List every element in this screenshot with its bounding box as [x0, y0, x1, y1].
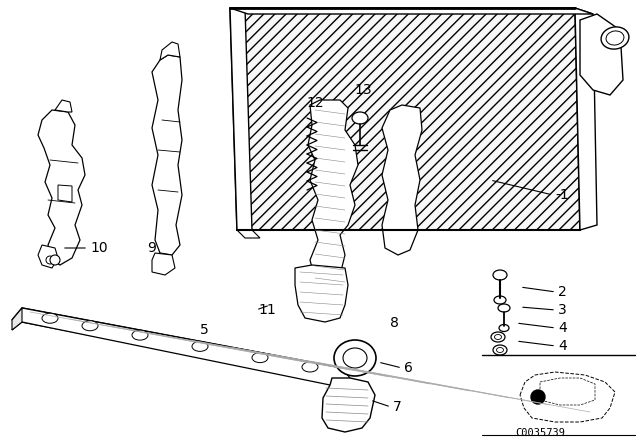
- Ellipse shape: [497, 348, 504, 353]
- Polygon shape: [55, 100, 72, 112]
- Ellipse shape: [50, 255, 60, 265]
- Polygon shape: [322, 378, 375, 432]
- Ellipse shape: [352, 112, 368, 124]
- Text: 5: 5: [200, 323, 209, 337]
- Ellipse shape: [46, 256, 54, 264]
- Ellipse shape: [42, 313, 58, 323]
- Polygon shape: [38, 110, 85, 265]
- Polygon shape: [580, 14, 623, 95]
- Ellipse shape: [601, 27, 629, 49]
- Ellipse shape: [334, 340, 376, 376]
- Ellipse shape: [493, 345, 507, 355]
- Polygon shape: [482, 355, 635, 440]
- Polygon shape: [237, 230, 260, 238]
- Text: 12: 12: [306, 96, 324, 110]
- Text: 6: 6: [404, 361, 413, 375]
- Polygon shape: [152, 55, 182, 255]
- Text: -1: -1: [555, 188, 569, 202]
- Ellipse shape: [495, 335, 502, 340]
- Polygon shape: [382, 105, 422, 255]
- Polygon shape: [230, 8, 252, 230]
- Text: 8: 8: [390, 316, 399, 330]
- Polygon shape: [230, 8, 593, 14]
- Polygon shape: [575, 8, 597, 230]
- Polygon shape: [58, 185, 72, 202]
- Polygon shape: [160, 42, 180, 60]
- Ellipse shape: [493, 270, 507, 280]
- Polygon shape: [12, 308, 22, 330]
- Ellipse shape: [82, 321, 98, 331]
- Polygon shape: [520, 372, 615, 422]
- Ellipse shape: [606, 31, 624, 45]
- Ellipse shape: [302, 362, 318, 372]
- Ellipse shape: [252, 353, 268, 362]
- Polygon shape: [152, 253, 175, 275]
- Ellipse shape: [494, 296, 506, 304]
- Ellipse shape: [343, 348, 367, 368]
- Ellipse shape: [192, 341, 208, 351]
- Polygon shape: [308, 100, 358, 285]
- Text: 11: 11: [258, 303, 276, 317]
- Polygon shape: [12, 308, 350, 385]
- Text: 4: 4: [558, 339, 567, 353]
- Polygon shape: [540, 378, 595, 405]
- Ellipse shape: [132, 330, 148, 340]
- Ellipse shape: [498, 304, 510, 312]
- Text: 3: 3: [558, 303, 567, 317]
- Ellipse shape: [499, 324, 509, 332]
- Text: 10: 10: [90, 241, 108, 255]
- Text: 2: 2: [558, 285, 567, 299]
- Text: 7: 7: [393, 400, 402, 414]
- Ellipse shape: [491, 332, 505, 342]
- Ellipse shape: [531, 390, 545, 404]
- Polygon shape: [12, 308, 342, 382]
- Text: 13: 13: [354, 83, 372, 97]
- Text: 9: 9: [147, 241, 156, 255]
- Text: C0035739: C0035739: [515, 428, 565, 438]
- Polygon shape: [230, 8, 580, 230]
- Polygon shape: [38, 245, 58, 268]
- Polygon shape: [295, 265, 348, 322]
- Text: 4: 4: [558, 321, 567, 335]
